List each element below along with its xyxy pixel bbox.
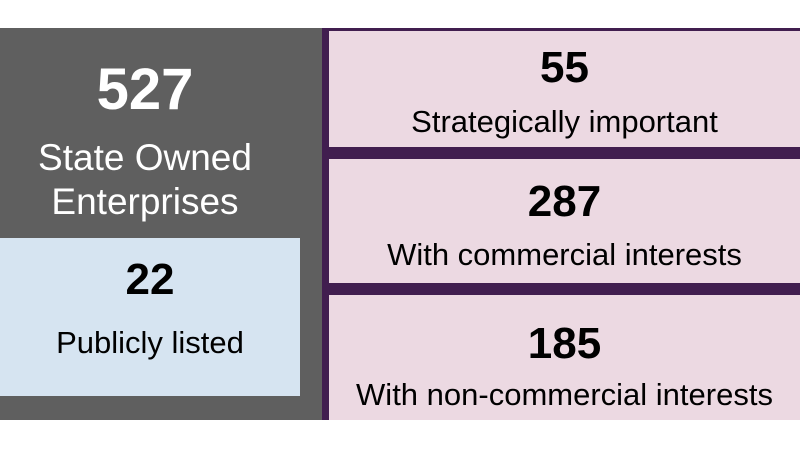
category-non-commercial-interests: 185 With non-commercial interests — [329, 295, 800, 420]
publicly-listed-box: 22 Publicly listed — [0, 238, 300, 396]
publicly-listed-count: 22 — [125, 255, 175, 304]
category-count: 287 — [527, 177, 602, 226]
category-label: With non-commercial interests — [356, 377, 773, 412]
category-strategically-important: 55 Strategically important — [329, 31, 800, 147]
total-enterprises-panel: 527 State Owned Enterprises 22 Publicly … — [0, 28, 322, 420]
publicly-listed-label: Publicly listed — [56, 325, 244, 360]
categories-panel: 55 Strategically important 287 With comm… — [322, 28, 800, 420]
total-label: State Owned Enterprises — [0, 136, 290, 224]
category-count: 55 — [540, 43, 589, 92]
category-label: With commercial interests — [387, 237, 742, 272]
category-label: Strategically important — [411, 104, 718, 139]
total-label-line2: Enterprises — [51, 181, 239, 222]
total-count: 527 — [96, 57, 194, 122]
category-commercial-interests: 287 With commercial interests — [329, 159, 800, 283]
total-label-line1: State Owned — [38, 137, 252, 178]
category-count: 185 — [527, 319, 602, 368]
